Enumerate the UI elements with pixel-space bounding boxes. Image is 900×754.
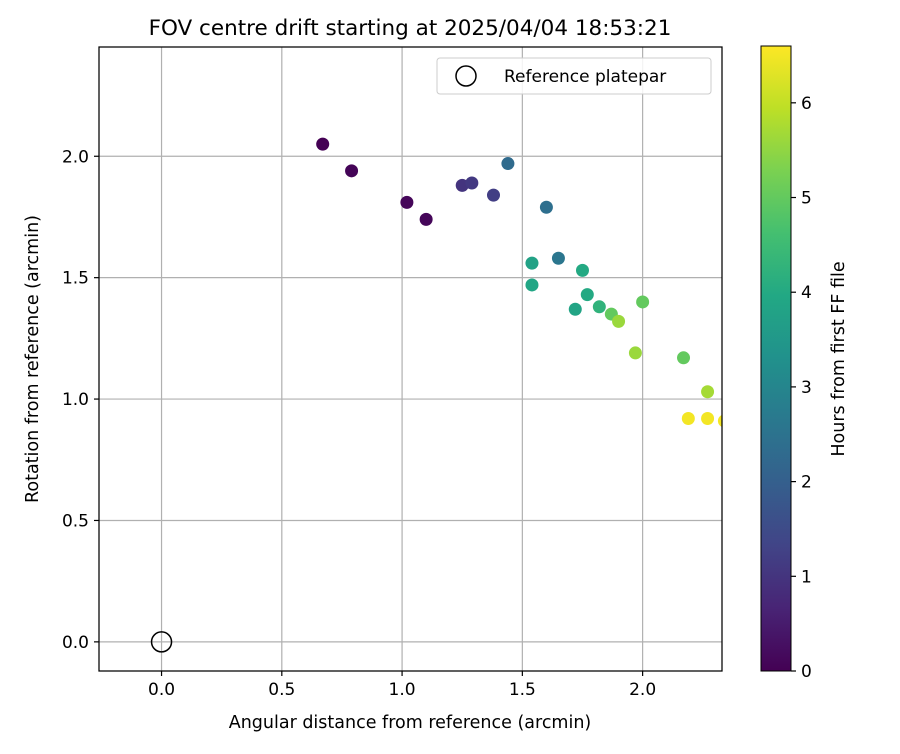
scatter-point — [316, 137, 330, 151]
x-tick-label: 1.5 — [509, 680, 536, 700]
grid-lines — [99, 47, 722, 671]
colorbar-ticks: 0 1 2 3 4 5 6 — [791, 94, 812, 682]
scatter-point — [636, 295, 650, 309]
scatter-point — [345, 164, 359, 178]
x-axis-label: Angular distance from reference (arcmin) — [229, 713, 592, 733]
scatter-point — [486, 188, 500, 202]
x-tick-label: 0.0 — [148, 680, 175, 700]
x-axis-ticks: 0.0 0.5 1.0 1.5 2.0 — [148, 671, 656, 700]
legend: Reference platepar — [436, 57, 712, 95]
x-tick-label: 1.0 — [389, 680, 416, 700]
scatter-points — [316, 137, 722, 427]
colorbar-gradient — [760, 45, 792, 672]
scatter-point — [580, 288, 594, 302]
scatter-point — [628, 346, 642, 360]
y-tick-label: 0.5 — [62, 511, 89, 531]
scatter-point — [501, 157, 515, 171]
scatter-point — [701, 385, 715, 399]
scatter-point — [701, 411, 715, 425]
scatter-point — [419, 212, 433, 226]
legend-frame — [436, 57, 712, 95]
reference-platepar-marker — [150, 631, 173, 653]
scatter-point — [592, 300, 606, 314]
scatter-point — [525, 278, 539, 292]
chart-title: FOV centre drift starting at 2025/04/04 … — [149, 16, 672, 41]
colorbar-tick-label: 6 — [801, 94, 812, 114]
colorbar-tick-label: 1 — [801, 567, 812, 587]
scatter-point — [681, 411, 695, 425]
colorbar: 0 1 2 3 4 5 6 Hours from first FF file — [760, 45, 849, 682]
scatter-point — [400, 195, 414, 209]
legend-label: Reference platepar — [504, 67, 666, 87]
colorbar-label: Hours from first FF file — [829, 261, 849, 456]
x-tick-label: 0.5 — [268, 680, 295, 700]
y-tick-label: 1.5 — [62, 269, 89, 289]
scatter-point — [525, 256, 539, 270]
colorbar-tick-label: 5 — [801, 189, 812, 209]
scatter-point — [465, 176, 479, 190]
scatter-point — [612, 314, 626, 328]
scatter-point — [575, 263, 589, 277]
y-axis-label: Rotation from reference (arcmin) — [23, 215, 43, 503]
plot-area-frame — [98, 46, 723, 672]
legend-marker-open-circle — [455, 65, 477, 87]
scatter-point — [539, 200, 553, 214]
scatter-point — [717, 414, 722, 427]
scatter-point — [551, 251, 565, 265]
scatter-point — [568, 302, 582, 316]
scatter-point — [677, 351, 691, 365]
y-axis-ticks: 0.0 0.5 1.0 1.5 2.0 — [62, 147, 99, 653]
colorbar-tick-label: 2 — [801, 473, 812, 493]
y-tick-label: 2.0 — [62, 147, 89, 167]
y-tick-label: 1.0 — [62, 390, 89, 410]
colorbar-tick-label: 3 — [801, 378, 812, 398]
x-tick-label: 2.0 — [629, 680, 656, 700]
y-tick-label: 0.0 — [62, 633, 89, 653]
colorbar-tick-label: 4 — [801, 283, 812, 303]
colorbar-tick-label: 0 — [801, 662, 812, 682]
